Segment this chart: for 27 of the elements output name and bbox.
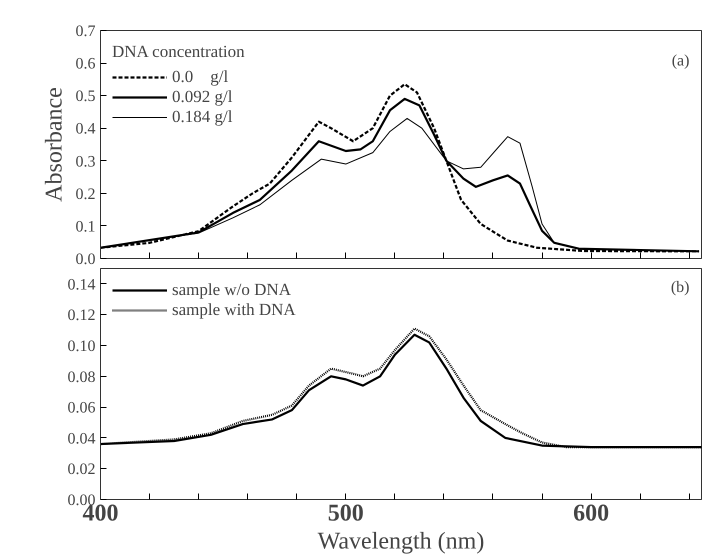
y-tick-label: 0.5 xyxy=(76,88,96,106)
y-tick-label: 0.6 xyxy=(76,56,96,73)
x-axis-title: Wavelength (nm) xyxy=(318,528,484,554)
legend-label: 0.184 g/l xyxy=(172,107,232,127)
y-tick-label: 0.04 xyxy=(68,430,96,448)
y-tick-label: 0.14 xyxy=(68,276,96,294)
y-tick-label: 0.02 xyxy=(68,461,96,478)
x-tick-label: 500 xyxy=(328,500,364,526)
legend-label: sample w/o DNA xyxy=(172,280,291,300)
y-tick-label: 0.4 xyxy=(76,120,96,138)
legend-title: DNA concentration xyxy=(112,42,245,62)
x-tick-label: 600 xyxy=(573,500,610,526)
y-tick-label: 0.1 xyxy=(76,218,96,236)
annotation: (b) xyxy=(670,279,690,296)
legend-label: 0.092 g/l xyxy=(172,87,232,107)
y-tick-label: 0.08 xyxy=(68,368,96,386)
y-tick-label: 0.0 xyxy=(76,251,96,268)
y-tick-label: 0.12 xyxy=(68,307,96,324)
y-tick-label: 0.06 xyxy=(68,400,96,417)
legend-label: 0.0 g/l xyxy=(172,67,228,87)
y-tick-label: 0.7 xyxy=(76,23,96,40)
y-axis-title: Absorbance xyxy=(42,87,68,202)
y-tick-label: 0.3 xyxy=(76,153,96,170)
legend-label: sample with DNA xyxy=(172,300,296,320)
annotation: (a) xyxy=(672,52,690,70)
y-tick-label: 0.2 xyxy=(76,186,96,203)
y-tick-label: 0.10 xyxy=(68,338,96,355)
